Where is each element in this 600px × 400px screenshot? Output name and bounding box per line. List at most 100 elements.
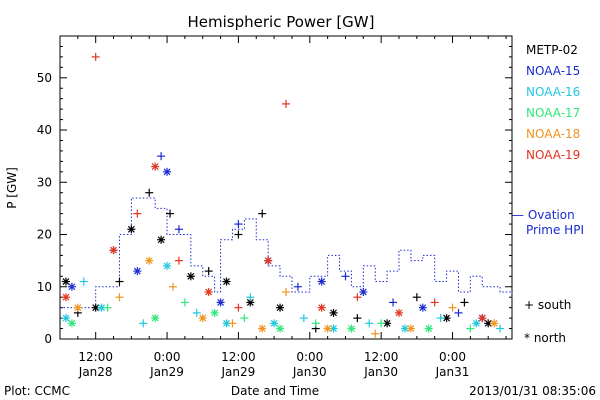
data-point-noaa-19 <box>61 293 70 302</box>
data-point-metp-02 <box>412 293 421 302</box>
data-point-noaa-18 <box>228 319 237 328</box>
data-point-noaa-19 <box>264 256 273 265</box>
data-point-noaa-18 <box>145 256 154 265</box>
data-point-noaa-17 <box>276 324 285 333</box>
data-point-noaa-16 <box>61 314 70 323</box>
y-tick-label: 40 <box>37 123 52 137</box>
data-point-noaa-15 <box>293 282 302 291</box>
data-point-noaa-15 <box>234 220 243 229</box>
legend: METP-02 NOAA-15 NOAA-16 NOAA-17 NOAA-18 NOAA-… <box>512 43 584 345</box>
data-point-noaa-16 <box>270 319 279 328</box>
data-point-noaa-16 <box>472 319 481 328</box>
x-tick-label: 12:00 <box>78 350 113 364</box>
y-tick-label: 50 <box>37 71 52 85</box>
data-point-noaa-18 <box>169 282 177 291</box>
data-point-noaa-17 <box>347 324 356 333</box>
data-point-noaa-17 <box>466 324 475 333</box>
data-point-noaa-17 <box>311 319 320 328</box>
data-point-noaa-18 <box>406 324 415 333</box>
chart-title: Hemispheric Power [GW] <box>188 13 375 31</box>
legend-entry: NOAA-16 <box>526 85 580 99</box>
data-point-noaa-16 <box>365 319 374 328</box>
data-point-noaa-18 <box>115 293 124 302</box>
data-point-metp-02 <box>145 188 154 197</box>
data-point-metp-02 <box>460 298 469 307</box>
y-tick-label: 20 <box>37 228 52 242</box>
data-point-noaa-16 <box>79 277 88 286</box>
data-point-metp-02 <box>186 272 195 281</box>
y-axis-label: P [GW] <box>5 167 19 209</box>
x-tick-label: 12:00 <box>221 350 256 364</box>
data-point-metp-02 <box>61 277 70 286</box>
data-point-noaa-18 <box>282 287 290 296</box>
data-point-noaa-18 <box>448 303 457 312</box>
x-tick-date: Jan29 <box>221 365 256 379</box>
data-point-noaa-16 <box>192 308 201 317</box>
data-point-noaa-16 <box>246 293 255 302</box>
legend-entry: NOAA-19 <box>526 148 580 162</box>
data-point-noaa-16 <box>139 319 148 328</box>
data-point-noaa-17 <box>240 314 249 323</box>
data-point-noaa-15 <box>359 287 368 296</box>
data-point-noaa-17 <box>424 324 433 333</box>
data-point-noaa-19 <box>430 298 439 307</box>
data-point-noaa-15 <box>67 282 76 291</box>
x-tick-date: Jan31 <box>435 365 470 379</box>
data-point-noaa-19 <box>174 256 183 265</box>
data-point-noaa-15 <box>174 225 183 234</box>
x-tick-date: Jan30 <box>363 365 398 379</box>
data-point-noaa-16 <box>496 324 505 333</box>
data-point-noaa-17 <box>210 308 219 317</box>
y-tick-label: 0 <box>44 332 52 346</box>
data-point-noaa-18 <box>258 324 267 333</box>
y-tick-label: 30 <box>37 175 52 189</box>
legend-entry: NOAA-15 <box>526 64 580 78</box>
x-tick-label: 0:00 <box>296 350 323 364</box>
legend-south: + south <box>524 298 571 312</box>
y-axis-tick-labels: 0 10 20 30 40 50 <box>37 71 52 346</box>
x-tick-date: Jan30 <box>292 365 327 379</box>
plot-credit: Plot: CCMC <box>4 384 70 398</box>
data-point-metp-02 <box>204 267 213 276</box>
data-point-noaa-15 <box>157 152 166 161</box>
data-point-noaa-17 <box>180 298 189 307</box>
data-point-metp-02 <box>91 303 100 312</box>
data-point-noaa-19 <box>109 246 118 255</box>
data-point-noaa-16 <box>299 314 308 323</box>
y-tick-label: 10 <box>37 280 52 294</box>
legend-entry: NOAA-18 <box>526 127 580 141</box>
legend-entry: NOAA-17 <box>526 106 580 120</box>
data-point-noaa-19 <box>151 162 160 171</box>
legend-ovation: — Ovation <box>512 208 575 222</box>
x-axis-tick-labels: 12:00Jan280:00Jan2912:00Jan290:00Jan3012… <box>78 350 470 379</box>
legend-ovation: Prime HPI <box>526 223 584 237</box>
data-point-metp-02 <box>276 303 285 312</box>
data-point-noaa-19 <box>234 303 243 312</box>
legend-entry: METP-02 <box>526 43 578 57</box>
data-point-metp-02 <box>234 230 243 239</box>
data-point-noaa-18 <box>490 319 499 328</box>
data-point-metp-02 <box>258 209 267 218</box>
data-point-noaa-19 <box>91 52 100 61</box>
data-point-noaa-19 <box>282 99 290 108</box>
data-point-noaa-17 <box>151 314 160 323</box>
data-point-noaa-18 <box>73 303 82 312</box>
data-point-noaa-18 <box>371 329 380 338</box>
data-point-noaa-16 <box>436 314 445 323</box>
data-point-noaa-15 <box>317 277 326 286</box>
x-tick-label: 12:00 <box>364 350 399 364</box>
data-point-noaa-19 <box>204 287 213 296</box>
data-point-noaa-15 <box>418 303 427 312</box>
data-point-noaa-16 <box>97 303 106 312</box>
data-point-noaa-15 <box>163 167 172 176</box>
x-tick-label: 0:00 <box>154 350 181 364</box>
data-point-noaa-18 <box>323 324 332 333</box>
data-point-noaa-16 <box>163 261 172 270</box>
ovation-hpi-line <box>60 197 513 309</box>
data-point-metp-02 <box>166 209 175 218</box>
data-point-metp-02 <box>329 308 338 317</box>
data-point-metp-02 <box>157 235 166 244</box>
data-point-metp-02 <box>115 277 124 286</box>
data-point-noaa-17 <box>67 319 76 328</box>
